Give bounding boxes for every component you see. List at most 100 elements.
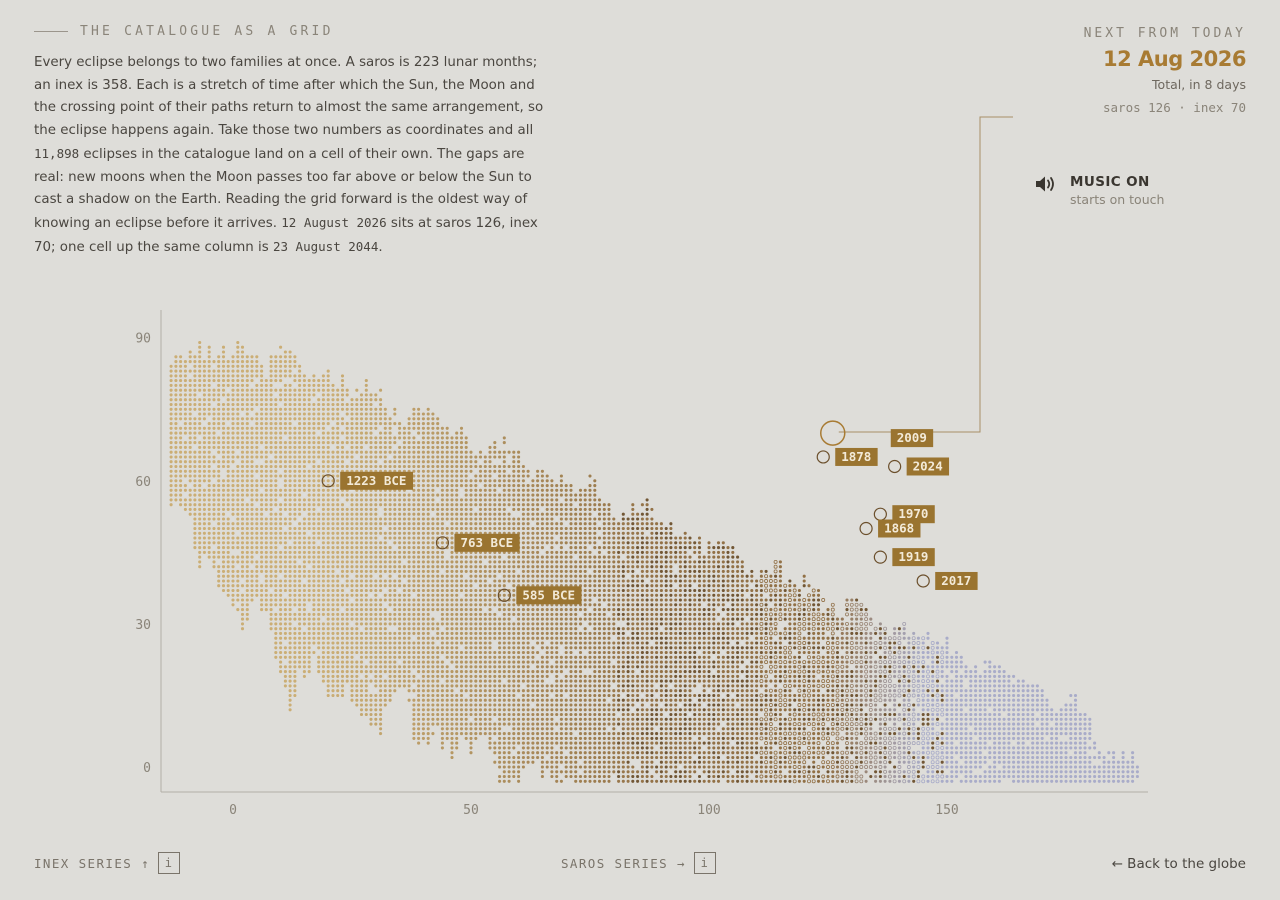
grid-cell[interactable]	[555, 732, 559, 736]
grid-cell[interactable]	[236, 584, 240, 588]
grid-cell[interactable]	[217, 550, 221, 554]
grid-cell[interactable]	[512, 584, 516, 588]
grid-cell[interactable]	[559, 484, 563, 488]
grid-cell[interactable]	[321, 445, 325, 449]
grid-cell[interactable]	[226, 493, 230, 497]
grid-cell[interactable]	[350, 698, 354, 702]
grid-cell[interactable]	[350, 660, 354, 664]
grid-cell[interactable]	[236, 402, 240, 407]
grid-cell[interactable]	[536, 698, 540, 702]
grid-cell[interactable]	[412, 484, 416, 488]
grid-cell[interactable]	[578, 765, 583, 769]
grid-cell[interactable]	[321, 665, 325, 669]
grid-cell[interactable]	[559, 779, 563, 783]
grid-cell[interactable]	[431, 422, 435, 426]
grid-cell[interactable]	[407, 698, 411, 702]
grid-cell[interactable]	[336, 388, 340, 392]
grid-cell[interactable]	[417, 588, 421, 593]
grid-cell[interactable]	[478, 574, 483, 578]
grid-cell[interactable]	[574, 579, 578, 583]
grid-cell[interactable]	[464, 464, 468, 469]
grid-cell[interactable]	[369, 646, 373, 650]
grid-cell[interactable]	[564, 636, 568, 640]
grid-cell[interactable]	[512, 693, 516, 698]
grid-cell[interactable]	[374, 393, 378, 397]
grid-cell[interactable]	[417, 636, 421, 640]
grid-cell[interactable]	[450, 445, 454, 449]
grid-cell[interactable]	[374, 426, 378, 430]
grid-cell[interactable]	[550, 774, 554, 779]
grid-cell[interactable]	[307, 441, 311, 445]
grid-cell[interactable]	[279, 460, 283, 464]
grid-cell[interactable]	[445, 593, 449, 597]
grid-cell[interactable]	[512, 612, 516, 616]
grid-cell[interactable]	[179, 398, 183, 402]
grid-cell[interactable]	[369, 717, 373, 721]
grid-cell[interactable]	[193, 526, 197, 531]
grid-cell[interactable]	[221, 488, 226, 492]
grid-cell[interactable]	[512, 598, 516, 602]
grid-cell[interactable]	[236, 484, 240, 488]
grid-cell[interactable]	[512, 755, 516, 760]
grid-cell[interactable]	[188, 388, 192, 392]
grid-cell[interactable]	[288, 665, 292, 669]
grid-cell[interactable]	[478, 722, 483, 726]
grid-cell[interactable]	[221, 364, 226, 368]
grid-cell[interactable]	[279, 526, 283, 531]
grid-cell[interactable]	[283, 555, 287, 559]
grid-cell[interactable]	[555, 770, 559, 774]
grid-cell[interactable]	[345, 493, 349, 497]
grid-cell[interactable]	[293, 689, 297, 693]
grid-cell[interactable]	[193, 379, 197, 383]
grid-cell[interactable]	[336, 402, 340, 407]
grid-cell[interactable]	[578, 493, 583, 497]
grid-cell[interactable]	[288, 402, 292, 407]
grid-cell[interactable]	[488, 717, 492, 721]
grid-cell[interactable]	[502, 703, 506, 707]
grid-cell[interactable]	[245, 412, 249, 416]
grid-cell[interactable]	[569, 665, 573, 669]
grid-cell[interactable]	[307, 574, 311, 578]
grid-cell[interactable]	[569, 484, 573, 488]
grid-cell[interactable]	[493, 479, 497, 483]
grid-cell[interactable]	[283, 674, 287, 678]
grid-cell[interactable]	[369, 393, 373, 397]
grid-cell[interactable]	[450, 717, 454, 721]
grid-cell[interactable]	[450, 474, 454, 478]
grid-cell[interactable]	[317, 479, 321, 483]
grid-cell[interactable]	[393, 646, 397, 650]
grid-cell[interactable]	[240, 512, 245, 516]
grid-cell[interactable]	[459, 636, 464, 640]
grid-cell[interactable]	[507, 712, 511, 717]
grid-cell[interactable]	[169, 398, 173, 402]
grid-cell[interactable]	[564, 493, 568, 497]
grid-cell[interactable]	[264, 402, 268, 407]
grid-cell[interactable]	[307, 402, 311, 407]
grid-cell[interactable]	[474, 655, 478, 659]
grid-cell[interactable]	[274, 541, 278, 545]
grid-cell[interactable]	[483, 727, 487, 731]
grid-cell[interactable]	[459, 441, 464, 445]
grid-cell[interactable]	[231, 507, 235, 511]
grid-cell[interactable]	[426, 560, 430, 564]
grid-cell[interactable]	[221, 565, 226, 569]
grid-cell[interactable]	[545, 560, 549, 564]
grid-cell[interactable]	[502, 622, 506, 626]
grid-cell[interactable]	[426, 574, 430, 578]
grid-cell[interactable]	[236, 541, 240, 545]
grid-cell[interactable]	[331, 612, 335, 616]
grid-cell[interactable]	[555, 617, 559, 621]
grid-cell[interactable]	[321, 426, 325, 430]
grid-cell[interactable]	[421, 712, 425, 717]
grid-cell[interactable]	[531, 512, 535, 516]
grid-cell[interactable]	[312, 588, 316, 593]
grid-cell[interactable]	[507, 746, 511, 750]
grid-cell[interactable]	[207, 474, 211, 478]
grid-cell[interactable]	[559, 541, 563, 545]
grid-cell[interactable]	[369, 546, 373, 550]
grid-cell[interactable]	[383, 541, 387, 545]
grid-cell[interactable]	[526, 655, 530, 659]
grid-cell[interactable]	[302, 588, 306, 593]
grid-cell[interactable]	[450, 479, 454, 483]
grid-cell[interactable]	[231, 560, 235, 564]
